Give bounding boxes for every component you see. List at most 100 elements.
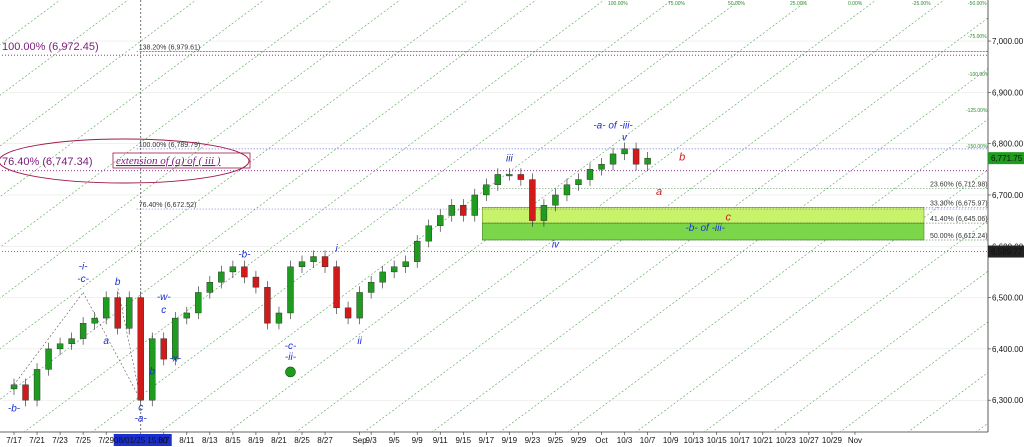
candle-3: [45, 348, 52, 370]
fan-label-2: 50.00%: [728, 1, 746, 7]
marker-price-label: 6,589.77: [991, 248, 1023, 257]
candle-7: [91, 317, 98, 324]
fib-label-2: 76.40% (6,672.52): [139, 202, 197, 209]
fan-line: [275, 0, 877, 447]
candle-48: [563, 184, 571, 196]
candle-6: [79, 323, 87, 339]
candle-12: [149, 338, 156, 401]
left-level-100: 100.00% (6,972.45): [2, 41, 99, 53]
candle-33: [390, 266, 398, 273]
candle-20: [241, 266, 248, 278]
x-tick-label-18: 9/11: [433, 436, 449, 445]
candle-26: [310, 256, 317, 262]
fan-label-5: -25.00%: [912, 1, 931, 7]
candle-39: [460, 205, 467, 216]
x-tick-label-9: 8/15: [225, 436, 241, 445]
x-tick-label-36: Nov: [848, 436, 862, 445]
x-tick-label-15: 9/3: [366, 436, 378, 445]
candle-31: [367, 281, 375, 293]
x-tick-label-31: 10/17: [730, 436, 751, 445]
candle-11: [137, 297, 144, 401]
y-tick-label-6: 6,900.00: [992, 88, 1024, 97]
fan-label-9: -125.00%: [966, 108, 988, 114]
candle-36: [425, 225, 432, 242]
candle-46: [540, 205, 548, 221]
y-tick-label-2: 6,500.00: [992, 294, 1024, 303]
y-tick-label-0: 6,300.00: [992, 396, 1024, 405]
x-tick-label-7: 8/11: [179, 436, 195, 445]
current-price-tag: [988, 152, 1024, 165]
candle-38: [448, 205, 455, 216]
x-tick-label-34: 10/27: [799, 436, 820, 445]
x-tick-label-22: 9/23: [525, 436, 541, 445]
zone-boxes: [482, 206, 925, 241]
fan-label-7: -75.00%: [968, 34, 987, 40]
fan-label-10: -150.00%: [966, 144, 988, 150]
fib-label-5: 41.40% (6,645.06): [930, 216, 988, 223]
candle-8: [102, 297, 110, 319]
x-tick-label-28: 10/9: [663, 436, 679, 445]
zone-lower: [482, 222, 925, 241]
candle-14: [172, 317, 179, 360]
wave-label-2: -c-: [77, 274, 89, 285]
wave-label-17: iv: [552, 239, 560, 250]
x-tick-label-17: 9/9: [412, 436, 424, 445]
x-tick-label-29: 10/13: [684, 436, 705, 445]
wave-label-10: -x-: [169, 354, 181, 365]
candle-50: [586, 169, 594, 180]
fan-line: [615, 142, 1024, 447]
y-tick-label-5: 6,800.00: [992, 140, 1024, 149]
wave-label-22: a: [656, 186, 662, 198]
x-tick-label-4: 7/29: [98, 436, 114, 445]
candle-5: [68, 338, 75, 344]
wave-labels: -b--i--c-bac-a--w-cb-x--b--c--ii-iiiiiii…: [8, 120, 732, 424]
candle-32: [379, 271, 386, 283]
x-tick-label-8: 8/13: [202, 436, 218, 445]
wave-line-2: [82, 292, 141, 401]
fib-label-6: 50.00% (6,612.24): [930, 233, 988, 240]
candle-35: [414, 240, 421, 262]
candle-37: [437, 215, 444, 226]
x-tick-label-20: 9/17: [479, 436, 495, 445]
fib-label-4: 33.30% (6,675.97): [930, 200, 988, 207]
x-tick-label-35: 10/29: [822, 436, 843, 445]
candle-44: [517, 174, 525, 180]
wave-label-1: -i-: [79, 261, 89, 272]
candle-1: [22, 384, 29, 401]
fan-line: [139, 0, 741, 447]
wave-line-1: [13, 292, 84, 385]
wave-label-19: v: [622, 133, 628, 144]
wave-label-18: -a- of -iii-: [593, 120, 633, 131]
candle-16: [195, 292, 202, 314]
candle-22: [264, 287, 271, 324]
wave-label-3: b: [115, 277, 121, 288]
candle-29: [344, 307, 352, 319]
x-tick-label-26: 10/3: [617, 436, 633, 445]
candle-17: [206, 281, 214, 293]
candle-55: [644, 157, 651, 165]
fan-line: [819, 294, 1024, 447]
x-tick-label-3: 7/25: [75, 436, 91, 445]
x-tick-label-13: 8/27: [317, 436, 333, 445]
x-tick-label-33: 10/23: [776, 436, 797, 445]
extension-note: extension of (a) of ( iii ): [116, 155, 221, 167]
wave-line-3: [117, 287, 142, 401]
candle-30: [356, 292, 363, 319]
candle-28: [333, 266, 340, 309]
wave-label-8: c: [161, 305, 166, 316]
candle-23: [275, 312, 283, 324]
candle-15: [183, 312, 191, 319]
x-tick-label-12: 8/25: [294, 436, 310, 445]
fan-label-3: 25.00%: [790, 1, 808, 7]
wave-label-6: -a-: [135, 414, 148, 425]
wave-label-12: -c-: [285, 341, 297, 352]
candle-18: [218, 271, 225, 283]
candle-49: [575, 179, 582, 185]
current-price-label: 6,771.75: [991, 154, 1023, 163]
x-tick-label-5: 08/01/25 15:00: [114, 436, 168, 445]
wave-label-16: iii: [506, 154, 513, 165]
fan-line: [411, 0, 1013, 447]
